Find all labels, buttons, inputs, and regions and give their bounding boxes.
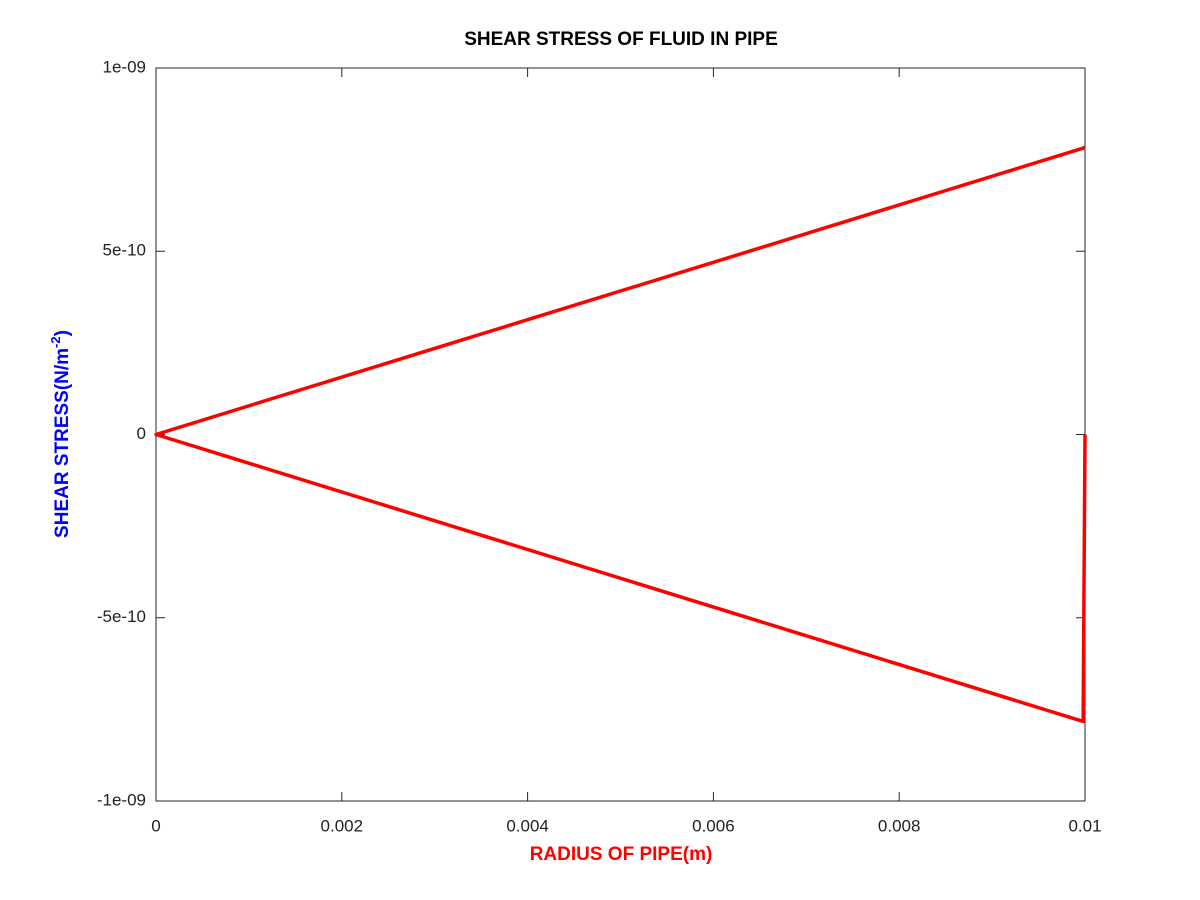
y-axis-label-superscript: -2: [48, 336, 63, 348]
x-tick-label: 0.01: [1068, 816, 1101, 835]
data-line: [154, 145, 1087, 724]
y-axis-label-suffix: ): [52, 330, 73, 336]
y-tick-label: 1e-09: [103, 57, 146, 76]
y-axis-label-text: SHEAR STRESS(N/m: [52, 348, 73, 538]
x-axis-label: RADIUS OF PIPE(m): [530, 844, 713, 865]
y-tick-label: -5e-10: [97, 607, 146, 626]
y-tick-label: 5e-10: [103, 241, 146, 260]
y-axis-label: SHEAR STRESS(N/m-2): [48, 330, 73, 538]
x-tick-label: 0.002: [321, 816, 364, 835]
y-tick-label: -1e-09: [97, 790, 146, 809]
x-tick-label: 0: [151, 816, 160, 835]
x-tick-label: 0.004: [506, 816, 549, 835]
x-tick-label: 0.006: [692, 816, 735, 835]
x-tick-label: 0.008: [878, 816, 921, 835]
y-tick-label: 0: [137, 424, 146, 443]
chart-title: SHEAR STRESS OF FLUID IN PIPE: [464, 29, 778, 50]
